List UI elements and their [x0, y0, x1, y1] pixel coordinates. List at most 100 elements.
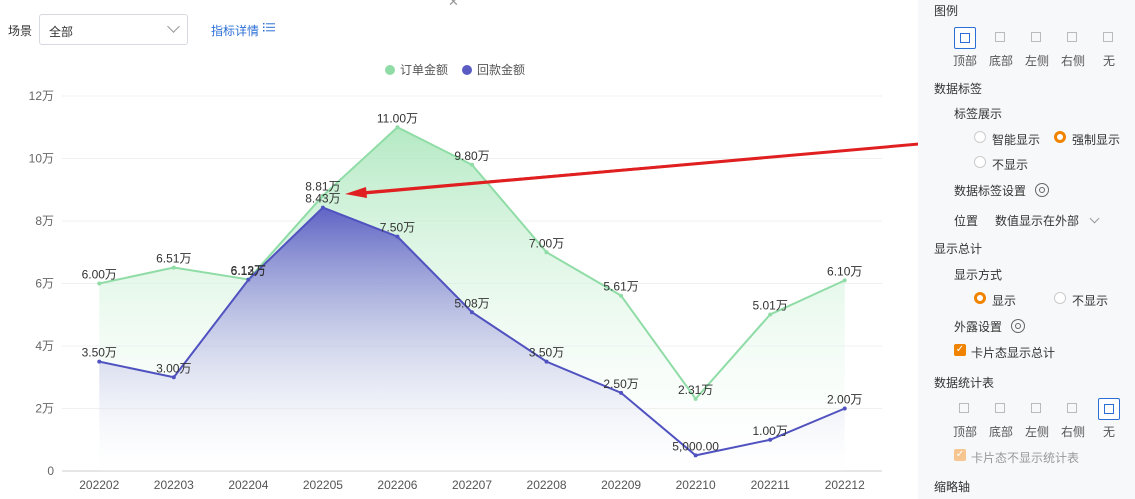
data-point	[619, 390, 624, 395]
stats-option-label: 顶部	[952, 425, 977, 439]
data-point	[395, 125, 400, 130]
data-point	[470, 162, 474, 167]
data-label: 3.50万	[529, 346, 564, 360]
display-mode-label: 显示方式	[954, 268, 1003, 282]
legend-section-title: 图例	[934, 4, 959, 18]
stats-option-label: 无	[1102, 425, 1115, 439]
gear-icon[interactable]	[1035, 183, 1049, 197]
data-label: 6.51万	[156, 252, 191, 266]
card-hide-stats-checkbox[interactable]: ✓ 卡片态不显示统计表	[954, 449, 1080, 465]
legend-position-icon	[990, 27, 1012, 49]
metric-detail-link[interactable]: 指标详情	[211, 24, 260, 38]
data-label: 6.13万	[231, 263, 266, 277]
y-tick-label: 8万	[35, 214, 54, 228]
legend-option-1[interactable]: 底部	[986, 27, 1016, 69]
stats-option-0[interactable]: 顶部	[950, 398, 980, 440]
x-tick-label: 202210	[676, 478, 716, 492]
thumbnail-axis-title: 缩略轴	[934, 480, 971, 494]
data-point	[97, 359, 102, 364]
y-tick-label: 4万	[35, 339, 54, 353]
scene-select-value: 全部	[49, 25, 74, 39]
data-point	[693, 396, 698, 401]
legend-option-label: 右侧	[1060, 54, 1085, 68]
stats-option-label: 左侧	[1024, 425, 1049, 439]
data-label: 2.00万	[827, 393, 862, 407]
data-label-settings: 数据标签设置	[954, 184, 1027, 198]
data-point	[544, 359, 549, 364]
data-point	[768, 312, 773, 317]
settings-panel: 图例 顶部 底部 左侧 右侧无 数据标签 标签展示 智能显示 强制显示 不显示 数据标…	[918, 0, 1135, 499]
position-select[interactable]: 数值显示在外部	[995, 212, 1100, 229]
legend-label: 订单金额	[400, 62, 448, 77]
data-label-section-title: 数据标签	[934, 82, 983, 96]
data-point	[842, 406, 847, 411]
data-label: 8.43万	[305, 192, 340, 206]
chevron-down-icon	[167, 20, 180, 33]
position-label: 位置	[954, 214, 979, 228]
legend-option-3[interactable]: 右侧	[1058, 27, 1088, 69]
radio-hide-total[interactable]: 不显示	[1054, 292, 1108, 309]
legend-label: 回款金额	[477, 62, 525, 77]
stats-position-icon	[1098, 398, 1120, 420]
data-label: 2.50万	[603, 377, 638, 391]
legend-option-label: 无	[1102, 54, 1115, 68]
y-tick-label: 6万	[35, 277, 54, 291]
stats-position-icon	[990, 398, 1012, 420]
legend-option-label: 顶部	[952, 54, 977, 68]
stats-position-icon	[954, 398, 976, 420]
data-point	[97, 281, 102, 286]
stats-option-2[interactable]: 左侧	[1022, 398, 1052, 440]
data-point	[171, 375, 176, 380]
data-point	[246, 277, 251, 282]
card-total-checkbox[interactable]: ✓ 卡片态显示总计	[954, 344, 1056, 360]
legend-position-icon	[954, 27, 976, 49]
area-chart: 0 2万 4万 6万 8万 10万 12万 订单金额 回款金额 6.00万 6.51万 6.13万…	[29, 62, 882, 492]
list-icon[interactable]	[263, 21, 275, 33]
data-label: 7.00万	[529, 236, 564, 250]
expose-settings: 外露设置	[954, 320, 1003, 334]
legend-option-2[interactable]: 左侧	[1022, 27, 1052, 69]
stats-table-section-title: 数据统计表	[934, 376, 995, 390]
x-tick-label: 202212	[825, 478, 865, 492]
data-label: 11.00万	[377, 111, 418, 125]
data-point	[171, 265, 176, 270]
data-label: 9.80万	[454, 149, 489, 163]
chart-area: ✕ 场景 全部 指标详情 0 2万 4万 6万 8万 10万 12万 订单金额 回款金额 6.…	[8, 0, 882, 492]
radio-force-display[interactable]: 强制显示	[1054, 131, 1120, 148]
scene-label: 场景	[8, 24, 33, 38]
label-display-title: 标签展示	[954, 107, 1003, 121]
y-tick-label: 10万	[29, 152, 54, 166]
data-point	[320, 205, 325, 210]
legend-option-0[interactable]: 顶部	[950, 27, 980, 69]
stats-option-1[interactable]: 底部	[986, 398, 1016, 440]
close-icon[interactable]: ✕	[448, 0, 459, 9]
data-label: 1.00万	[753, 424, 788, 438]
data-point	[320, 193, 325, 198]
x-tick-label: 202206	[377, 478, 417, 492]
data-label: 5.61万	[603, 280, 638, 294]
radio-no-display[interactable]: 不显示	[974, 156, 1028, 173]
radio-show-total[interactable]: 显示	[974, 292, 1016, 309]
x-tick-label: 202205	[303, 478, 343, 492]
data-label: 3.00万	[156, 361, 191, 375]
check-icon: ✓	[954, 449, 966, 461]
series-area	[99, 207, 845, 471]
x-tick-label: 202207	[452, 478, 492, 492]
chevron-down-icon	[1089, 213, 1100, 224]
legend-option-4[interactable]: 无	[1094, 27, 1124, 69]
stats-option-3[interactable]: 右侧	[1058, 398, 1088, 440]
x-tick-label: 202203	[154, 478, 194, 492]
x-tick-label: 202208	[527, 478, 567, 492]
total-section-title: 显示总计	[934, 242, 983, 256]
stats-option-4[interactable]: 无	[1094, 398, 1124, 440]
legend-position-icon	[1026, 27, 1048, 49]
x-tick-label: 202211	[751, 478, 790, 492]
data-point	[544, 250, 549, 255]
data-point	[693, 453, 698, 458]
gear-icon[interactable]	[1011, 319, 1025, 333]
legend-marker	[385, 65, 395, 75]
scene-select[interactable]: 全部	[39, 14, 188, 45]
legend-position-icon	[1062, 27, 1084, 49]
radio-smart-display[interactable]: 智能显示	[974, 131, 1040, 148]
legend-option-label: 左侧	[1024, 54, 1049, 68]
